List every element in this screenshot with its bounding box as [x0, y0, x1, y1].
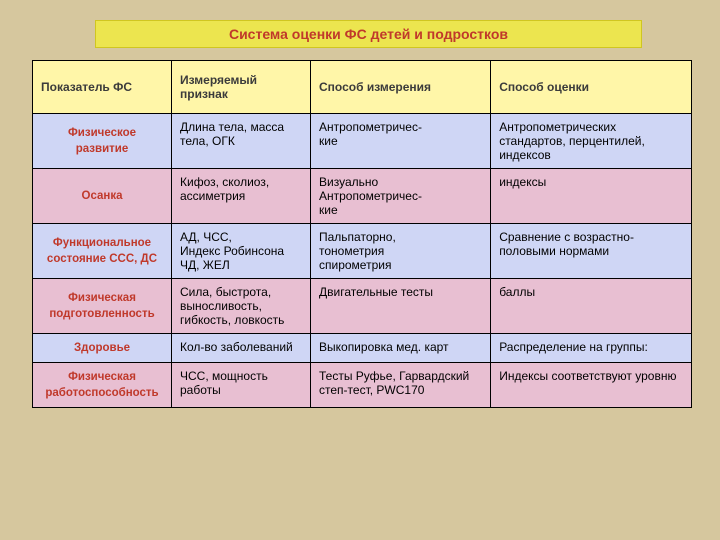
- cell-attr: ЧСС, мощность работы: [172, 363, 311, 408]
- cell-attr: Кифоз, сколиоз, ассиметрия: [172, 169, 311, 224]
- row-label: Функциональное состояние ССС, ДС: [33, 224, 172, 279]
- cell-method: Тесты Руфье, Гарвардский степ-тест, PWC1…: [311, 363, 491, 408]
- cell-attr: Кол-во заболеваний: [172, 334, 311, 363]
- row-label: Физическая работоспособность: [33, 363, 172, 408]
- cell-eval: баллы: [491, 279, 692, 334]
- col-header-3: Способ оценки: [491, 61, 692, 114]
- row-label: Физическое развитие: [33, 114, 172, 169]
- page-title: Система оценки ФС детей и подростков: [229, 26, 508, 42]
- row-label: Здоровье: [33, 334, 172, 363]
- cell-attr: АД, ЧСС,Индекс РобинсонаЧД, ЖЕЛ: [172, 224, 311, 279]
- col-header-2: Способ измерения: [311, 61, 491, 114]
- cell-method: Выкопировка мед. карт: [311, 334, 491, 363]
- table-row: Физическая подготовленностьСила, быстрот…: [33, 279, 692, 334]
- cell-method: Пальпаторно,тонометрияспирометрия: [311, 224, 491, 279]
- cell-attr: Сила, быстрота, выносливость, гибкость, …: [172, 279, 311, 334]
- row-label: Физическая подготовленность: [33, 279, 172, 334]
- cell-eval: Антропометрических стандартов, перцентил…: [491, 114, 692, 169]
- table-row: ЗдоровьеКол-во заболеванийВыкопировка ме…: [33, 334, 692, 363]
- table-row: ОсанкаКифоз, сколиоз, ассиметрияВизуальн…: [33, 169, 692, 224]
- table-row: Физическое развитиеДлина тела, масса тел…: [33, 114, 692, 169]
- cell-method: Двигательные тесты: [311, 279, 491, 334]
- col-header-0: Показатель ФС: [33, 61, 172, 114]
- cell-method: Антропометричес-кие: [311, 114, 491, 169]
- row-label: Осанка: [33, 169, 172, 224]
- cell-eval: Индексы соответствуют уровню: [491, 363, 692, 408]
- cell-method: ВизуальноАнтропометричес-кие: [311, 169, 491, 224]
- table-row: Функциональное состояние ССС, ДСАД, ЧСС,…: [33, 224, 692, 279]
- cell-eval: индексы: [491, 169, 692, 224]
- table-header-row: Показатель ФС Измеряемый признак Способ …: [33, 61, 692, 114]
- col-header-1: Измеряемый признак: [172, 61, 311, 114]
- cell-eval: Сравнение с возрастно-половыми нормами: [491, 224, 692, 279]
- title-bar: Система оценки ФС детей и подростков: [95, 20, 642, 48]
- cell-attr: Длина тела, масса тела, ОГК: [172, 114, 311, 169]
- assessment-table: Показатель ФС Измеряемый признак Способ …: [32, 60, 692, 408]
- table-row: Физическая работоспособностьЧСС, мощност…: [33, 363, 692, 408]
- cell-eval: Распределение на группы:: [491, 334, 692, 363]
